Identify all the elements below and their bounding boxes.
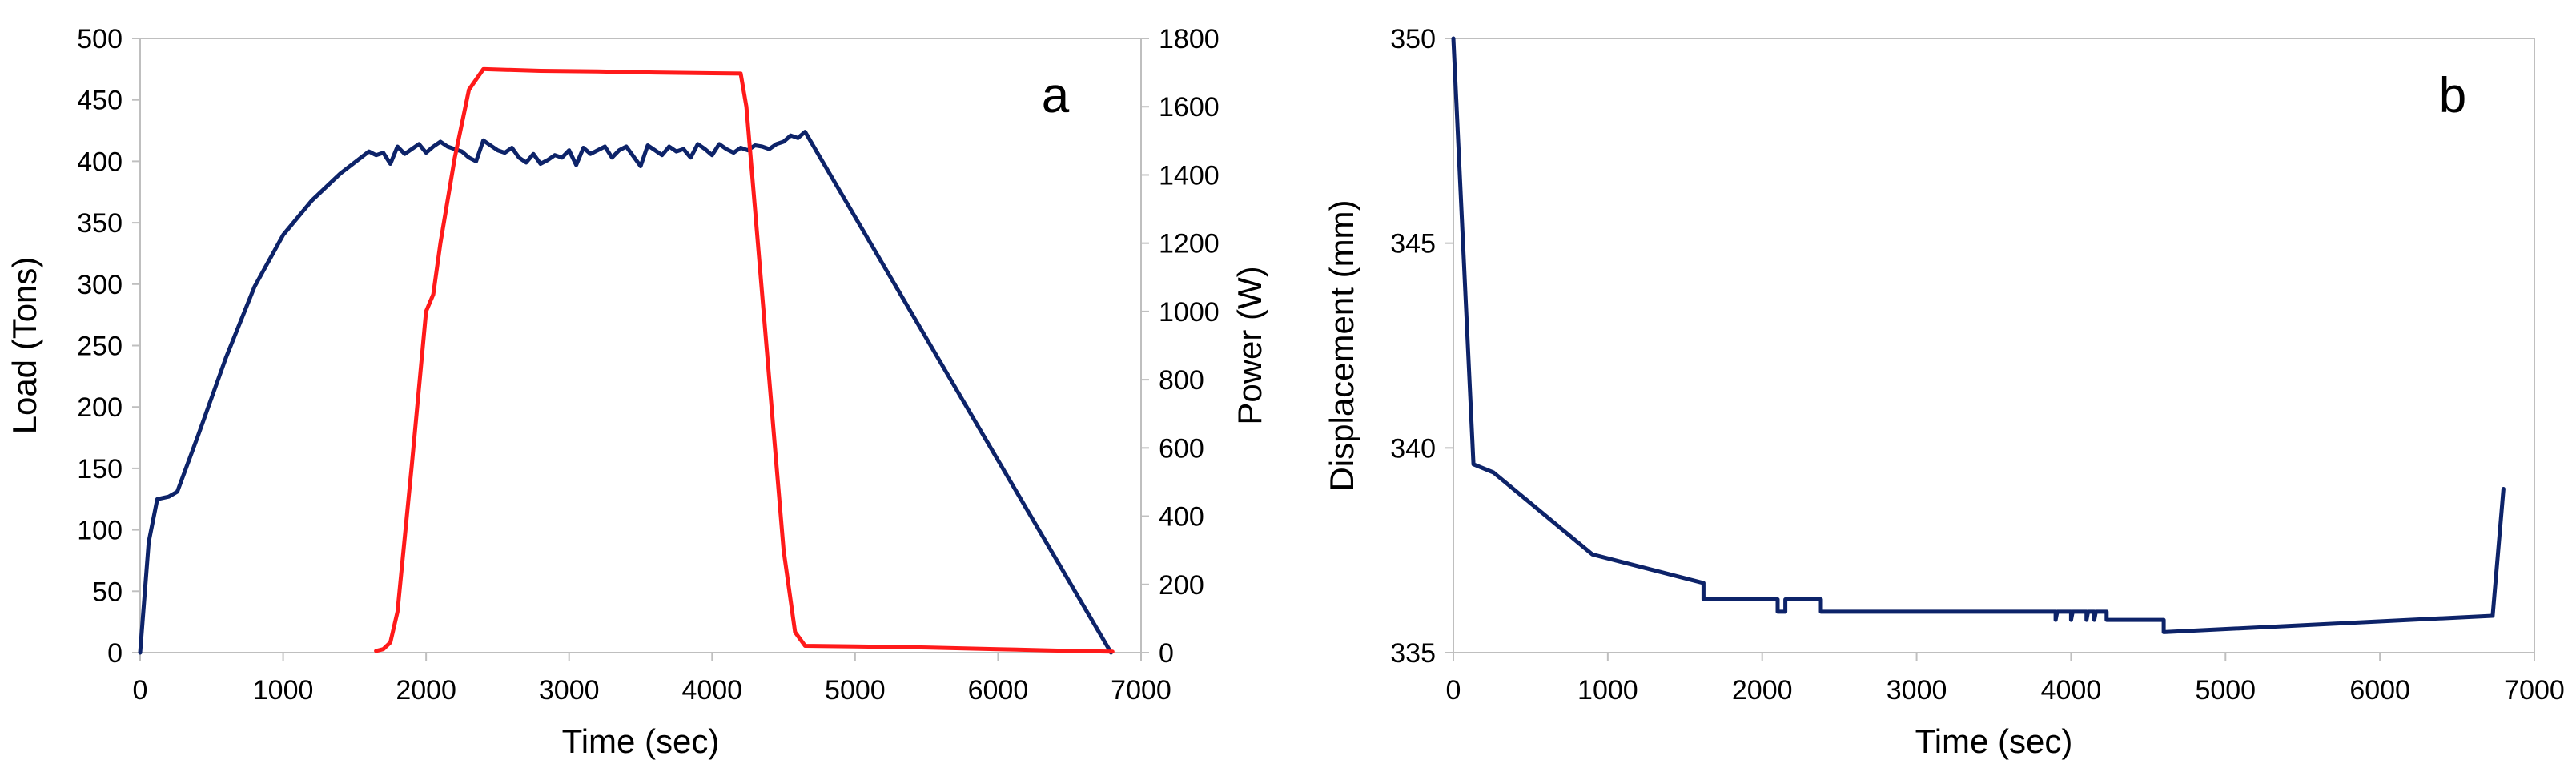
y-tick-label: 200 (77, 392, 123, 423)
y-tick-label: 345 (1390, 229, 1436, 259)
x-tick-label: 0 (133, 675, 148, 706)
chart-b: 0 1000 2000 3000 4000 5000 6000 7000 335 340 345 35… (1323, 24, 2565, 760)
y2-tick-label: 1200 (1159, 229, 1220, 259)
x-tick-label: 7000 (2504, 675, 2565, 706)
y-axis-title: Displacement (mm) (1323, 199, 1360, 491)
y2-tick-label: 600 (1159, 433, 1204, 464)
series-line-displacement (1451, 36, 2506, 634)
y-tick-label: 340 (1390, 433, 1436, 464)
y-tick-label: 100 (77, 516, 123, 546)
x-axis-title: Time (sec) (562, 722, 720, 760)
y2-tick-label: 0 (1159, 638, 1174, 669)
y-tick-label: 150 (77, 454, 123, 484)
x-axis-title: Time (sec) (1915, 722, 2073, 760)
series-line-power (374, 66, 1115, 654)
x-tick-label: 2000 (396, 675, 456, 706)
y-tick-label: 250 (77, 332, 123, 362)
y-tick-label: 0 (107, 638, 123, 669)
y-tick-label: 350 (1390, 24, 1436, 54)
plot-area (139, 38, 1142, 653)
y2-tick-label: 800 (1159, 365, 1204, 396)
x-tick-label: 1000 (1577, 675, 1638, 706)
y-tick-label: 500 (77, 24, 123, 54)
x-tick-label: 7000 (1111, 675, 1171, 706)
plot-area (1453, 38, 2535, 653)
y2-tick-label: 200 (1159, 570, 1204, 601)
x-tick-label: 6000 (968, 675, 1029, 706)
x-tick-label: 6000 (2349, 675, 2410, 706)
x-tick-label: 2000 (1732, 675, 1793, 706)
panel-label: a (1042, 68, 1070, 123)
y2-tick-label: 1600 (1159, 92, 1220, 123)
x-tick-label: 5000 (825, 675, 886, 706)
y2-tick-label: 1000 (1159, 297, 1220, 328)
panel-label: b (2439, 68, 2466, 123)
x-tick-label: 4000 (2041, 675, 2102, 706)
x-tick-label: 4000 (681, 675, 742, 706)
y2-tick-label: 1400 (1159, 160, 1220, 191)
y-tick-label: 400 (77, 147, 123, 177)
x-tick-label: 0 (1446, 675, 1461, 706)
y2-tick-label: 400 (1159, 502, 1204, 533)
x-tick-label: 1000 (253, 675, 314, 706)
y-tick-label: 300 (77, 270, 123, 300)
chart-a: 0 1000 2000 3000 4000 5000 6000 700005010015020… (6, 24, 1268, 760)
y-axis-title: Load (Tons) (6, 257, 43, 435)
series-line-load (138, 130, 1113, 655)
y2-tick-label: 1800 (1159, 24, 1220, 54)
x-tick-label: 3000 (1887, 675, 1947, 706)
y2-axis-title: Power (W) (1231, 266, 1268, 424)
y-tick-label: 335 (1390, 638, 1436, 669)
y-tick-label: 350 (77, 208, 123, 239)
x-tick-label: 3000 (539, 675, 600, 706)
y-tick-label: 50 (92, 577, 123, 607)
y-tick-label: 450 (77, 86, 123, 116)
x-tick-label: 5000 (2195, 675, 2256, 706)
